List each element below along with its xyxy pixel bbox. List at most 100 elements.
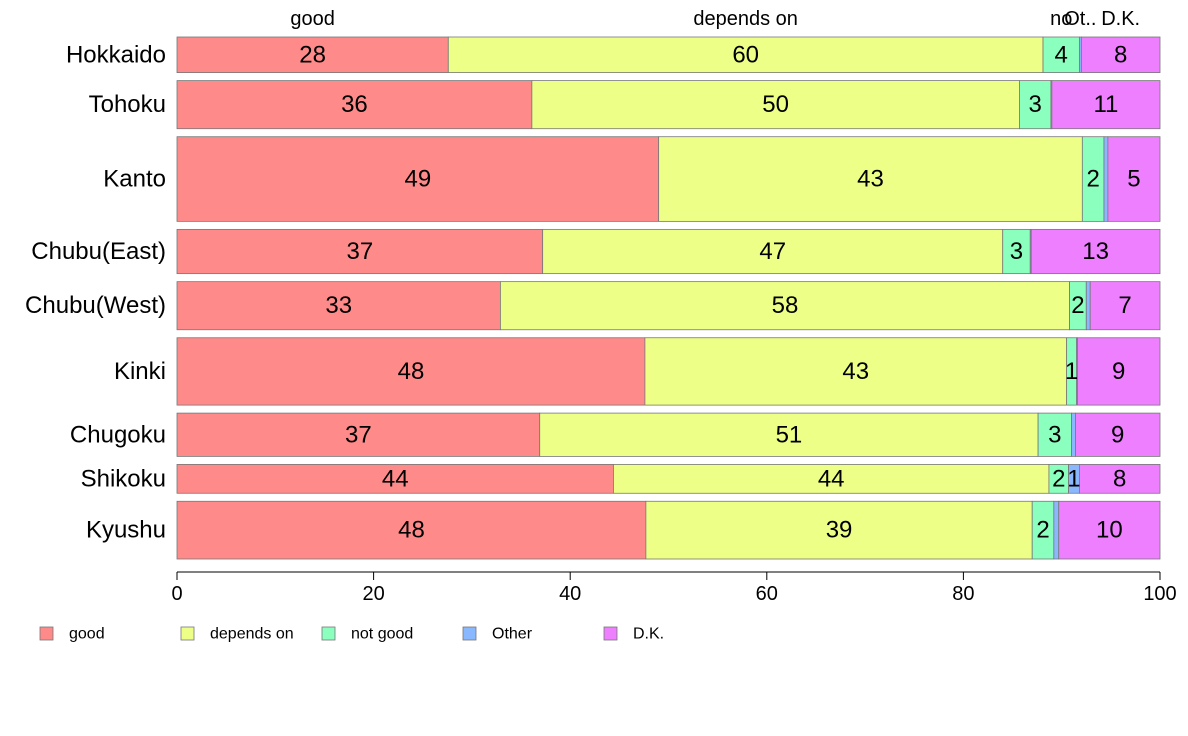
series-top-label: no [1050, 8, 1072, 30]
data-label: 3 [1028, 91, 1041, 118]
data-label: 48 [398, 358, 425, 385]
series-top-label: Ot.. [1064, 8, 1096, 30]
bar-segment [1107, 136, 1161, 222]
series-top-label: D.K. [1101, 8, 1140, 30]
legend-swatch [39, 626, 54, 641]
category-label: Chubu(East) [31, 238, 166, 265]
data-label: 48 [398, 517, 425, 544]
x-tick-label: 40 [559, 583, 581, 605]
data-label: 8 [1114, 41, 1127, 68]
data-label: 11 [1093, 91, 1118, 118]
category-label: Kanto [103, 166, 166, 193]
bar-segment [1077, 337, 1161, 406]
x-tick-label: 60 [756, 583, 778, 605]
data-label: 51 [776, 421, 803, 448]
category-label: Shikoku [81, 465, 166, 492]
data-label: 60 [732, 41, 759, 68]
x-tick-label: 80 [952, 583, 974, 605]
bar-segment [1071, 412, 1076, 457]
legend-swatch [462, 626, 477, 641]
bar-segment [176, 136, 660, 222]
legend-label: not good [351, 626, 413, 643]
data-label: 50 [762, 91, 789, 118]
bar-segment [531, 80, 1020, 130]
legend-label: D.K. [633, 626, 664, 643]
data-label: 33 [325, 292, 352, 319]
bar-segment [176, 228, 544, 275]
category-labels: Hokkaido Tohoku Kanto Chubu(East) Chubu(West… [25, 41, 166, 543]
legend: good depends on not good Other D.K. [39, 626, 664, 643]
data-label: 2 [1036, 517, 1049, 544]
category-label: Chugoku [70, 421, 166, 448]
bar-segment [1075, 412, 1161, 457]
data-label: 7 [1118, 292, 1131, 319]
data-label: 39 [826, 517, 853, 544]
data-label: 44 [818, 465, 845, 492]
category-label: Hokkaido [66, 41, 166, 68]
data-label: 5 [1127, 166, 1140, 193]
bar-segment [539, 412, 1039, 457]
bar-segment [176, 80, 533, 130]
data-label: 2 [1052, 465, 1065, 492]
bar-segment [1078, 464, 1161, 494]
data-label: 44 [382, 465, 409, 492]
bar-segment [1089, 281, 1161, 331]
bar-segment [1103, 136, 1109, 222]
bar-segment [176, 337, 646, 406]
data-label: 13 [1082, 238, 1109, 265]
category-label: Tohoku [89, 91, 166, 118]
data-label: 28 [299, 41, 326, 68]
data-label: 43 [842, 358, 869, 385]
x-axis: 0 20 40 60 80 100 [171, 571, 1177, 605]
x-tick-label: 100 [1143, 583, 1176, 605]
series-top-label: good [290, 8, 335, 30]
legend-label: Other [492, 626, 533, 643]
data-label: 58 [772, 292, 799, 319]
category-label: Kyushu [86, 517, 166, 544]
data-label: 8 [1113, 465, 1126, 492]
legend-label: good [69, 626, 105, 643]
bar-segment [1019, 80, 1052, 130]
bar-segment [1051, 80, 1161, 130]
category-label: Chubu(West) [25, 292, 166, 319]
data-label: 43 [857, 166, 884, 193]
x-tick-label: 20 [362, 583, 384, 605]
bar-segment [447, 36, 1044, 74]
data-label: 49 [404, 166, 431, 193]
data-label: 2 [1086, 166, 1099, 193]
bar-segment [644, 337, 1068, 406]
data-label: 3 [1048, 421, 1061, 448]
bar-segment [1080, 36, 1161, 74]
bar-segment [176, 281, 501, 331]
data-label: 1 [1067, 465, 1080, 492]
legend-swatch [603, 626, 618, 641]
bar-segment [176, 412, 541, 457]
legend-swatch [321, 626, 336, 641]
data-label: 36 [341, 91, 368, 118]
data-label: 47 [759, 238, 786, 265]
category-label: Kinki [114, 358, 166, 385]
data-label: 10 [1096, 517, 1123, 544]
data-label: 9 [1111, 421, 1124, 448]
bar-segment [176, 500, 647, 560]
bar-segment [645, 500, 1033, 560]
legend-swatch [180, 626, 195, 641]
data-label: 1 [1065, 358, 1078, 385]
bar-segment [1085, 281, 1091, 331]
bar-segment [1002, 228, 1031, 275]
bar-segment [1030, 228, 1161, 275]
x-tick-label: 0 [171, 583, 182, 605]
bar-segment [176, 464, 614, 494]
data-label: 9 [1112, 358, 1125, 385]
bar-segment [500, 281, 1070, 331]
legend-label: depends on [210, 626, 294, 643]
bar-segment [1058, 500, 1161, 560]
data-label: 2 [1071, 292, 1084, 319]
bar-segment [1053, 500, 1060, 560]
bar-segment [658, 136, 1083, 222]
data-label: 37 [345, 421, 372, 448]
data-label: 37 [346, 238, 373, 265]
